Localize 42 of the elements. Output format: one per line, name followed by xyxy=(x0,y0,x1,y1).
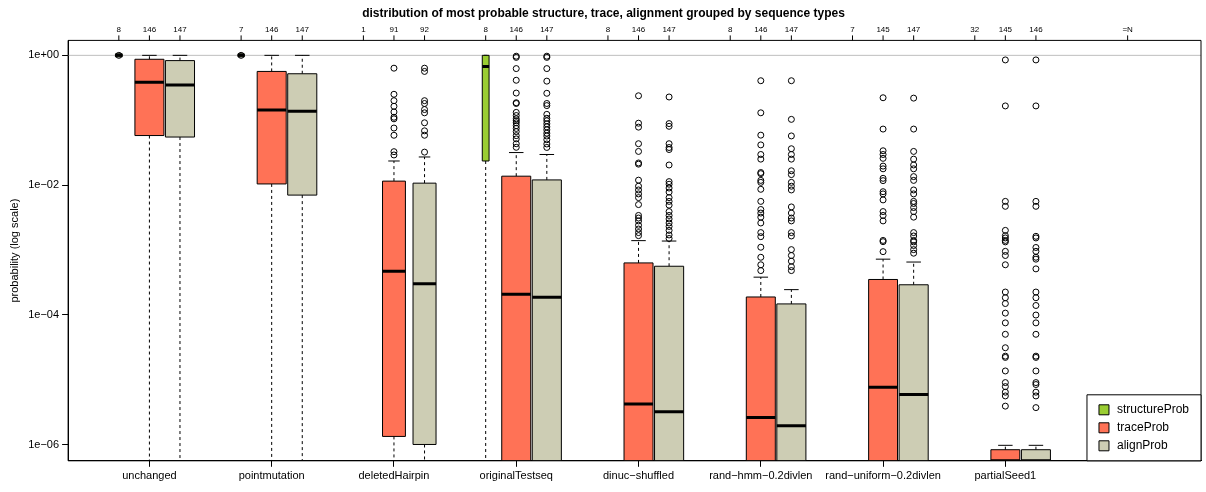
text: =N xyxy=(1122,24,1134,34)
x-tick-label: dinuc−shuffled xyxy=(602,469,675,482)
text: 147 xyxy=(662,24,676,34)
x-tick-label: pointmutation xyxy=(238,469,305,482)
text: 1 xyxy=(361,24,366,34)
text: 7 xyxy=(850,24,855,34)
text: 145 xyxy=(876,24,890,34)
x-tick-label: rand−uniform−0.2divlen xyxy=(825,469,941,482)
x-tick-label: unchanged xyxy=(122,469,177,482)
y-axis-title: probability (log scale) xyxy=(7,198,20,303)
y-tick-label: 1e−02 xyxy=(28,178,60,191)
text: 146 xyxy=(265,24,279,34)
text: 8 xyxy=(605,24,611,34)
text: 146 xyxy=(754,24,768,34)
text: 8 xyxy=(483,24,488,34)
y-tick-label: 1e+00 xyxy=(28,48,60,61)
x-tick-label: deletedHairpin xyxy=(358,469,430,482)
chart-title: distribution of most probable structure, trace, alignment grouped by sequence types xyxy=(362,5,846,20)
text: 8 xyxy=(116,24,122,34)
text: 7 xyxy=(238,24,244,34)
x-tick-label: originalTestseq xyxy=(479,469,553,482)
text: 91 xyxy=(389,24,399,34)
legend-label: traceProb xyxy=(1116,420,1170,435)
legend-label: alignProb xyxy=(1116,438,1168,453)
legend-label: structureProb xyxy=(1116,402,1190,417)
y-tick-label: 1e−04 xyxy=(28,307,60,320)
text: 147 xyxy=(173,24,187,34)
text: 32 xyxy=(970,24,980,34)
text: 146 xyxy=(509,24,523,34)
text: 146 xyxy=(631,24,646,34)
text: 92 xyxy=(420,24,429,34)
text: 145 xyxy=(998,24,1013,34)
text: 147 xyxy=(784,24,799,34)
text: 146 xyxy=(1029,24,1043,34)
text: 146 xyxy=(142,24,157,34)
x-tick-label: rand−hmm−0.2divlen xyxy=(709,469,813,482)
text: 147 xyxy=(540,24,554,34)
text: 8 xyxy=(728,24,733,34)
text: 147 xyxy=(906,24,921,34)
x-tick-label: partialSeed1 xyxy=(974,469,1037,482)
text: 147 xyxy=(295,24,309,34)
y-tick-label: 1e−06 xyxy=(28,437,60,450)
